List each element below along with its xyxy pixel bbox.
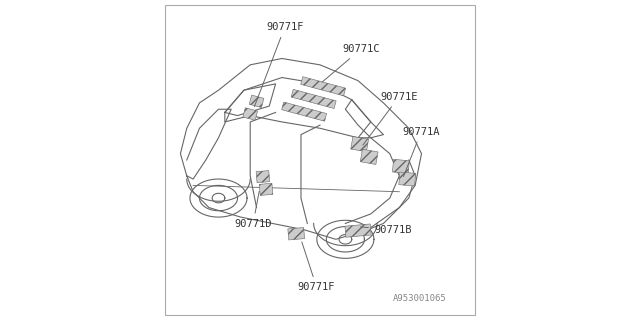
- Bar: [259, 183, 273, 196]
- Bar: [360, 149, 378, 164]
- Text: A953001065: A953001065: [393, 294, 447, 303]
- Bar: [249, 95, 264, 108]
- Text: 90771C: 90771C: [322, 44, 380, 82]
- Bar: [392, 159, 410, 173]
- Bar: [351, 137, 369, 152]
- Text: 90771A: 90771A: [403, 127, 440, 176]
- Bar: [243, 108, 257, 120]
- Text: 90771F: 90771F: [254, 22, 303, 107]
- Text: 90771E: 90771E: [363, 92, 418, 145]
- Bar: [399, 172, 416, 186]
- Bar: [288, 228, 305, 240]
- Bar: [291, 89, 336, 108]
- Bar: [345, 224, 371, 237]
- Bar: [282, 102, 326, 121]
- Bar: [256, 171, 269, 183]
- Text: 90771D: 90771D: [234, 191, 272, 228]
- Bar: [301, 77, 346, 96]
- Text: 90771B: 90771B: [361, 225, 412, 235]
- Text: 90771F: 90771F: [298, 242, 335, 292]
